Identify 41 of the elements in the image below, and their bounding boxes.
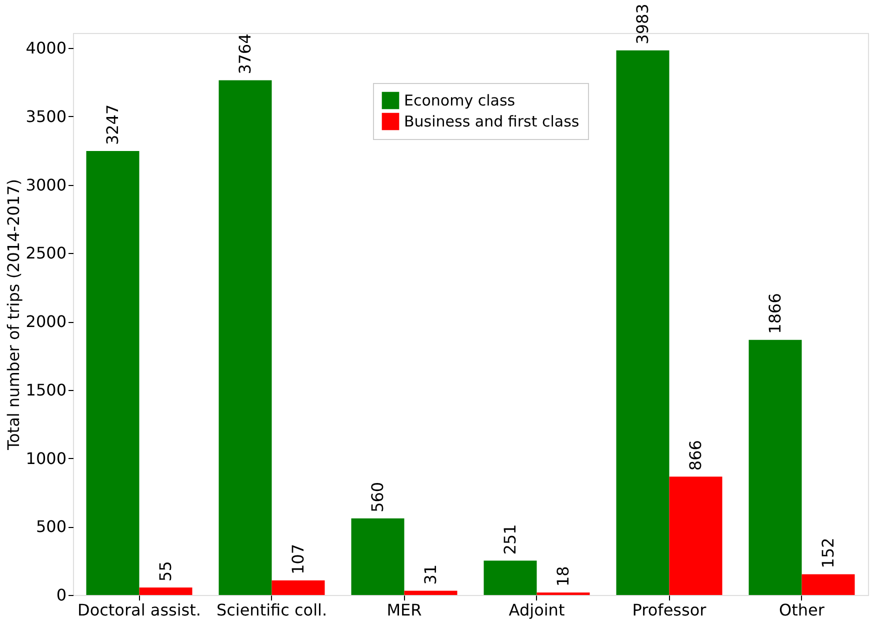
data-label: 107 [288,544,308,574]
legend-label: Business and first class [404,112,580,130]
x-tick-label: Professor [632,600,707,620]
x-tick-label: MER [386,600,422,620]
bar [616,50,670,595]
data-label: 31 [420,564,440,585]
data-label: 152 [818,538,838,568]
bar [139,587,192,595]
data-label: 1866 [765,293,784,334]
bar [351,518,404,595]
y-tick-label: 2500 [26,244,66,263]
y-tick-label: 1000 [26,448,66,468]
bar [218,80,272,595]
y-tick-label: 4000 [26,38,66,58]
y-tick-label: 3500 [26,106,66,126]
bar [86,151,140,595]
data-label: 3764 [235,34,254,74]
bar [272,580,325,595]
data-label: 3247 [102,104,122,146]
x-tick-label: Scientific coll. [216,600,328,620]
x-tick-label: Other [779,600,825,620]
data-label: 55 [156,561,175,582]
data-label: 3983 [632,4,652,44]
data-label: 18 [553,566,572,587]
x-tick-label: Doctoral assist. [78,600,201,620]
y-tick-label: 0 [56,586,66,604]
x-tick-label: Adjoint [508,600,565,620]
y-tick-label: 1500 [26,380,66,400]
legend-label: Economy class [404,92,516,110]
data-label: 251 [500,524,520,555]
data-label: 560 [368,482,387,512]
bar [802,574,855,595]
data-label: 866 [686,440,705,471]
bar [404,590,458,595]
bar [484,560,537,595]
y-tick-label: 500 [36,517,66,536]
y-tick-label: 2000 [26,312,66,332]
y-axis-title: Total number of trips (2014-2017) [4,178,23,452]
y-tick-label: 3000 [26,175,66,194]
bar [669,476,722,595]
bar [748,340,802,595]
